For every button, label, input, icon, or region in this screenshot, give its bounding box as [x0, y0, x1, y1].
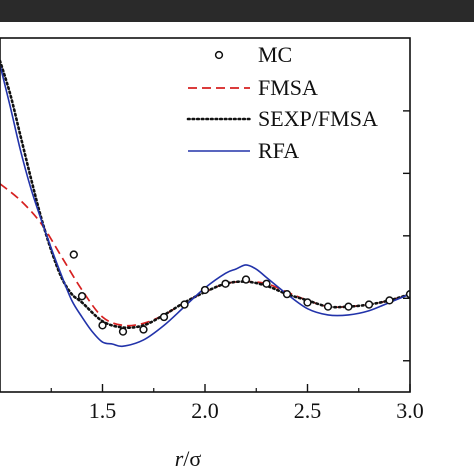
mc-point-13: [323, 302, 333, 311]
mc-point-17: [405, 289, 410, 299]
legend-label-fmsa: FMSA: [258, 75, 318, 100]
mc-point-5: [159, 312, 169, 322]
legend-label-rfa: RFA: [258, 138, 299, 163]
mc-point-10: [262, 279, 271, 288]
legend: MC FMSA SEXP/FMSA RFA: [186, 42, 378, 163]
mc-point-11: [282, 289, 292, 299]
x-axis-title: r/σ: [175, 446, 202, 471]
axes-frame: [0, 37, 411, 393]
x-axis-ticks: 1.5 2.0 2.5 3.0: [50, 384, 424, 423]
mc-point-8: [221, 279, 230, 288]
top-frame-bar: [0, 0, 474, 22]
mc-point-2: [98, 321, 107, 330]
x-tick-label-1: 2.0: [191, 398, 219, 423]
mc-point-14: [344, 302, 353, 311]
mc-point-9: [241, 275, 251, 284]
mc-point-3: [118, 327, 128, 336]
marker-layer: [69, 250, 410, 336]
mc-point-12: [303, 298, 312, 307]
x-axis-title-var: r: [175, 446, 184, 471]
mc-point-0: [69, 250, 78, 259]
mc-point-16: [385, 296, 394, 305]
x-axis-title-unit: /σ: [183, 446, 201, 471]
rfa-line: [0, 64, 410, 348]
legend-label-mc: MC: [258, 42, 292, 67]
mc-point-4: [139, 325, 148, 334]
mc-point-6: [180, 300, 189, 309]
plot-frame: [0, 37, 411, 393]
legend-mc-marker: [214, 50, 224, 60]
legend-label-sexp-fmsa: SEXP/FMSA: [258, 106, 378, 131]
x-tick-label-2: 2.5: [294, 398, 322, 423]
mc-point-7: [200, 285, 210, 295]
mc-point-1: [77, 292, 87, 301]
x-tick-label-3: 3.0: [396, 398, 424, 423]
plot-area: [0, 59, 410, 348]
mc-point-15: [364, 300, 374, 309]
x-tick-label-0: 1.5: [89, 398, 117, 423]
